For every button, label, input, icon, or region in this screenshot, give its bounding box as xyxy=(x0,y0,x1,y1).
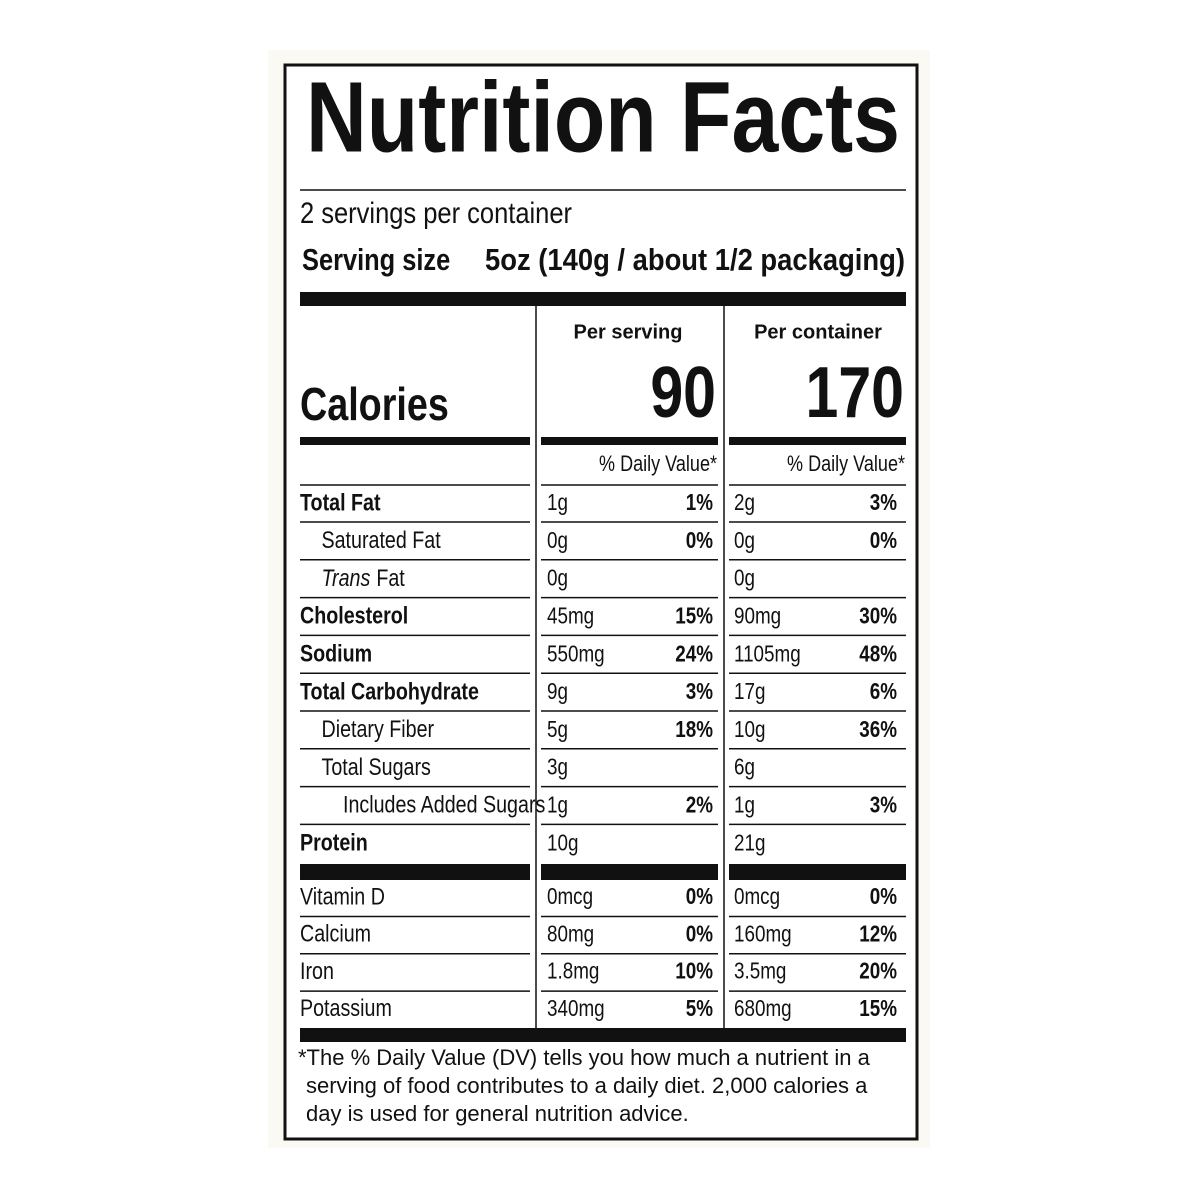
calories-value: 90 xyxy=(650,351,716,432)
daily-value: 1% xyxy=(686,490,714,515)
daily-value: 24% xyxy=(675,642,713,667)
amount: 5g xyxy=(547,717,568,742)
amount: 80mg xyxy=(547,922,594,947)
daily-value: 12% xyxy=(859,922,897,947)
daily-value: 20% xyxy=(859,959,897,984)
daily-value: 10% xyxy=(675,959,713,984)
daily-value: 0% xyxy=(870,884,898,909)
nutrient-name: Includes Added Sugars xyxy=(343,791,545,818)
thick-bar xyxy=(729,864,906,880)
vitamin-name: Potassium xyxy=(300,994,392,1021)
daily-value: 30% xyxy=(859,604,897,629)
amount: 160mg xyxy=(734,922,792,947)
label-border xyxy=(283,63,919,1141)
amount: 1g xyxy=(547,793,568,818)
amount: 3g xyxy=(547,755,568,780)
daily-value: 5% xyxy=(686,996,714,1021)
daily-value: 6% xyxy=(870,679,898,704)
nutrient-name: Total Carbohydrate xyxy=(300,677,479,704)
serving-size-value: 5oz (140g / about 1/2 packaging) xyxy=(485,242,905,277)
daily-value: 0% xyxy=(870,528,898,553)
daily-value: 15% xyxy=(859,996,897,1021)
amount: 0g xyxy=(734,566,755,591)
vitamin-name: Vitamin D xyxy=(300,882,385,909)
amount: 550mg xyxy=(547,642,605,667)
thick-bar xyxy=(541,864,718,880)
nutrient-name: Sodium xyxy=(300,640,372,667)
nutrient-name: Dietary Fiber xyxy=(322,715,435,742)
calories-label: Calories xyxy=(300,379,449,430)
daily-value: 0% xyxy=(686,922,714,947)
column-header: Per serving xyxy=(574,321,683,343)
amount: 9g xyxy=(547,679,568,704)
daily-value: 2% xyxy=(686,793,714,818)
amount: 17g xyxy=(734,679,765,704)
daily-value: 3% xyxy=(870,490,898,515)
daily-value: 0% xyxy=(686,528,714,553)
nutrient-name: Cholesterol xyxy=(300,602,408,629)
amount: 10g xyxy=(734,717,765,742)
thick-bar xyxy=(300,864,530,880)
amount: 0g xyxy=(734,528,755,553)
amount: 1105mg xyxy=(734,642,801,667)
nutrient-name: Saturated Fat xyxy=(322,526,441,553)
amount: 21g xyxy=(734,831,765,856)
thick-bar xyxy=(300,1028,906,1042)
thick-bar xyxy=(729,437,906,445)
amount: 0g xyxy=(547,566,568,591)
amount: 3.5mg xyxy=(734,959,786,984)
nutrient-name: Protein xyxy=(300,829,368,856)
calories-value: 170 xyxy=(806,351,904,432)
dv-header: % Daily Value* xyxy=(787,452,905,476)
amount: 10g xyxy=(547,831,578,856)
vitamin-name: Iron xyxy=(300,957,334,984)
amount: 1g xyxy=(734,793,755,818)
amount: 1g xyxy=(547,490,568,515)
daily-value: 18% xyxy=(675,717,713,742)
serving-size-label: Serving size xyxy=(302,243,450,278)
daily-value: 48% xyxy=(859,642,897,667)
footnote-box: *The % Daily Value (DV) tells you how mu… xyxy=(298,1045,870,1126)
nutrient-name: Fat xyxy=(376,564,404,591)
amount: 90mg xyxy=(734,604,781,629)
nutrient-name: Total Fat xyxy=(300,488,381,515)
servings: 2 servings per container xyxy=(300,196,572,229)
thick-bar xyxy=(541,437,718,445)
daily-value: 36% xyxy=(859,717,897,742)
column-header: Per container xyxy=(754,321,882,343)
amount: 340mg xyxy=(547,996,605,1021)
dv-header: % Daily Value* xyxy=(599,452,717,476)
nutrient-name: Total Sugars xyxy=(322,753,431,780)
vitamin-name: Calcium xyxy=(300,920,371,947)
thick-bar xyxy=(300,292,906,306)
title: Nutrition Facts xyxy=(306,61,900,173)
amount: 6g xyxy=(734,755,755,780)
daily-value: 3% xyxy=(686,679,714,704)
amount: 1.8mg xyxy=(547,959,599,984)
daily-value: 15% xyxy=(675,604,713,629)
daily-value: 0% xyxy=(686,884,714,909)
amount: 680mg xyxy=(734,996,792,1021)
nutrient-name-italic: Trans xyxy=(322,564,371,591)
amount: 0mcg xyxy=(734,884,780,909)
footnote: *The % Daily Value (DV) tells you how mu… xyxy=(298,1045,870,1126)
amount: 45mg xyxy=(547,604,594,629)
amount: 0mcg xyxy=(547,884,593,909)
thick-bar xyxy=(300,437,530,445)
amount: 2g xyxy=(734,490,755,515)
daily-value: 3% xyxy=(870,793,898,818)
amount: 0g xyxy=(547,528,568,553)
